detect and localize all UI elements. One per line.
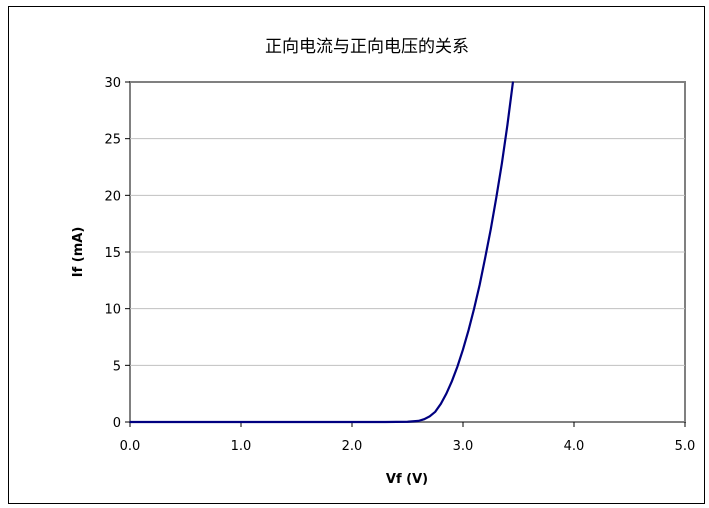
data-point — [451, 380, 453, 382]
data-point — [445, 393, 447, 395]
data-point — [240, 421, 242, 423]
series-points — [129, 81, 514, 423]
data-point — [295, 421, 298, 423]
data-point — [418, 420, 420, 422]
data-point — [501, 163, 503, 165]
data-point — [467, 329, 470, 331]
data-point — [495, 197, 497, 199]
x-tick-label: 2.0 — [342, 439, 363, 454]
data-point — [473, 308, 475, 310]
x-tick-label: 5.0 — [675, 439, 696, 454]
data-point — [512, 81, 514, 83]
data-point — [384, 421, 386, 423]
y-axis-ticks: 0 5 10 15 20 25 30 — [104, 76, 130, 431]
data-point — [434, 411, 436, 413]
data-point — [429, 415, 431, 417]
gridlines — [130, 138, 685, 366]
y-tick-label: 0 — [113, 416, 121, 431]
data-point — [479, 284, 481, 286]
y-tick-label: 5 — [113, 359, 121, 374]
chart-title: 正向电流与正向电压的关系 — [265, 37, 469, 57]
data-point — [423, 418, 425, 420]
data-point — [490, 228, 492, 230]
data-point — [440, 403, 442, 405]
data-point — [184, 421, 187, 423]
y-tick-label: 30 — [104, 76, 121, 91]
x-tick-label: 4.0 — [564, 439, 585, 454]
x-tick-label: 3.0 — [453, 439, 474, 454]
x-tick-label: 1.0 — [231, 439, 252, 454]
y-tick-label: 10 — [104, 303, 121, 318]
data-point — [456, 365, 459, 368]
data-point — [462, 348, 464, 351]
x-tick-label: 0.0 — [120, 439, 141, 454]
x-axis-title: Vf (V) — [386, 472, 428, 487]
data-point — [351, 421, 353, 423]
y-tick-label: 25 — [104, 133, 121, 148]
data-point — [484, 257, 486, 259]
x-axis-ticks: 0.0 1.0 2.0 3.0 4.0 5.0 — [120, 422, 696, 454]
y-axis-title: If (mA) — [71, 227, 86, 278]
data-point — [406, 421, 409, 423]
y-tick-label: 15 — [104, 246, 121, 261]
data-point — [129, 421, 131, 423]
y-tick-label: 20 — [104, 189, 121, 204]
data-point — [506, 124, 508, 126]
